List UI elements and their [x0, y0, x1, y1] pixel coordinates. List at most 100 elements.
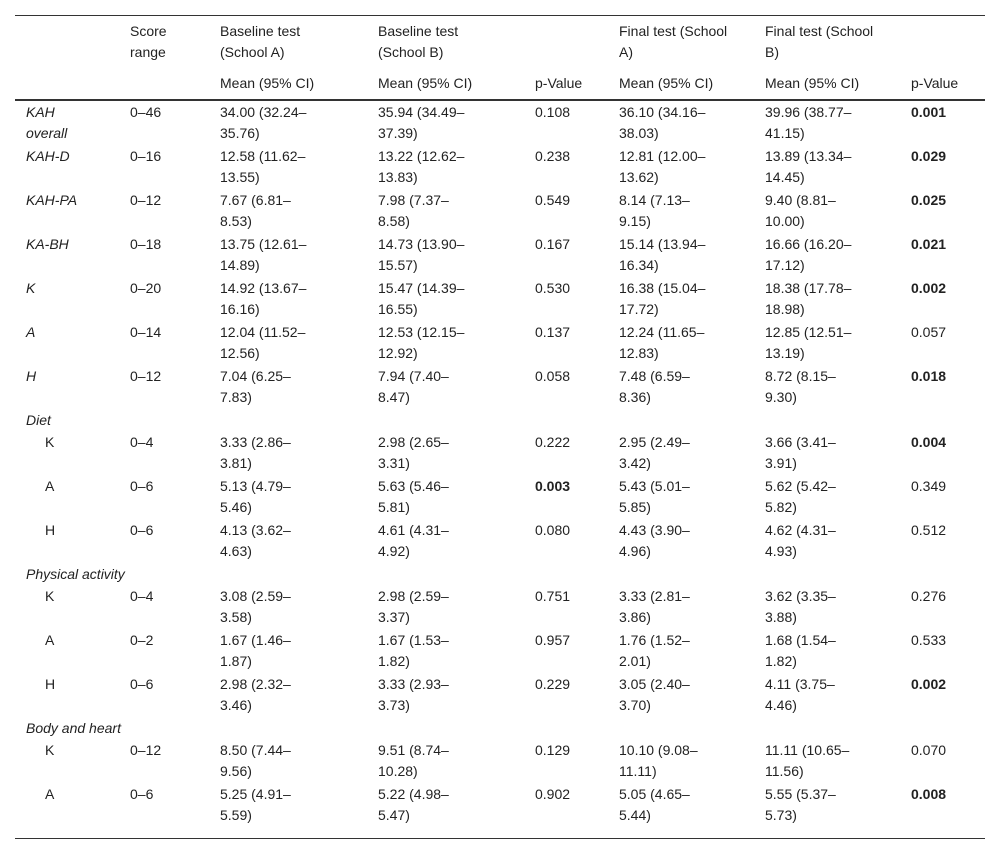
cell: 3.08 (2.59–3.58): [220, 588, 291, 625]
cell: 5.05 (4.65–5.44): [619, 786, 690, 823]
row-label: H: [45, 676, 56, 692]
row-label: K: [26, 280, 36, 296]
cell: 15.47 (14.39–16.55): [378, 280, 465, 317]
row-label: A: [45, 478, 55, 494]
p-value-significant: 0.018: [911, 368, 947, 384]
cell: 3.33 (2.93–3.73): [378, 676, 449, 713]
cell: 3.33 (2.81–3.86): [619, 588, 690, 625]
cell: 16.38 (15.04–17.72): [619, 280, 706, 317]
p-value-significant: 0.003: [535, 478, 571, 494]
cell: 14.92 (13.67–16.16): [220, 280, 307, 317]
score-range: 0–6: [130, 786, 154, 802]
cell: 4.11 (3.75–4.46): [765, 676, 835, 713]
cell: 8.50 (7.44–9.56): [220, 742, 291, 779]
cell: 2.98 (2.59–3.37): [378, 588, 449, 625]
row-label: K: [45, 434, 55, 450]
column-subheader: p-Value: [911, 75, 959, 91]
cell: 0.957: [535, 632, 571, 648]
p-value-significant: 0.008: [911, 786, 947, 802]
score-range: 0–12: [130, 192, 162, 208]
cell: 1.76 (1.52–2.01): [619, 632, 690, 669]
cell: 13.22 (12.62–13.83): [378, 148, 465, 185]
score-range: 0–6: [130, 522, 154, 538]
row-label: H: [45, 522, 56, 538]
cell: 0.751: [535, 588, 571, 604]
cell: 12.04 (11.52–12.56): [220, 324, 306, 361]
cell: 0.137: [535, 324, 571, 340]
score-range: 0–14: [130, 324, 162, 340]
cell: 16.66 (16.20–17.12): [765, 236, 852, 273]
score-range: 0–2: [130, 632, 154, 648]
section-title: Diet: [26, 412, 51, 428]
cell: 0.349: [911, 478, 947, 494]
cell: 2.95 (2.49–3.42): [619, 434, 690, 471]
cell: 3.05 (2.40–3.70): [619, 676, 690, 713]
cell: 0.238: [535, 148, 571, 164]
p-value-significant: 0.029: [911, 148, 947, 164]
cell: 18.38 (17.78–18.98): [765, 280, 852, 317]
column-header: Final test (School B): [765, 23, 874, 60]
cell: 0.276: [911, 588, 947, 604]
cell: 7.04 (6.25–7.83): [220, 368, 291, 405]
row-label: KAH overall: [26, 104, 68, 141]
row-label: K: [45, 588, 55, 604]
cell: 0.167: [535, 236, 571, 252]
column-subheader: Mean (95% CI): [378, 75, 473, 91]
cell: 13.89 (13.34–14.45): [765, 148, 852, 185]
cell: 0.080: [535, 522, 571, 538]
p-value-significant: 0.025: [911, 192, 947, 208]
cell: 1.67 (1.46–1.87): [220, 632, 291, 669]
score-range: 0–46: [130, 104, 162, 120]
cell: 8.14 (7.13–9.15): [619, 192, 690, 229]
cell: 0.902: [535, 786, 571, 802]
score-range: 0–18: [130, 236, 162, 252]
cell: 3.33 (2.86–3.81): [220, 434, 291, 471]
score-range: 0–20: [130, 280, 162, 296]
row-label: H: [26, 368, 37, 384]
score-range: 0–6: [130, 676, 154, 692]
cell: 0.070: [911, 742, 947, 758]
cell: 5.22 (4.98–5.47): [378, 786, 449, 823]
cell: 12.81 (12.00–13.62): [619, 148, 706, 185]
cell: 0.530: [535, 280, 571, 296]
column-header: Score range: [130, 23, 167, 60]
cell: 5.25 (4.91–5.59): [220, 786, 291, 823]
cell: 5.55 (5.37–5.73): [765, 786, 836, 823]
score-range: 0–16: [130, 148, 162, 164]
cell: 8.72 (8.15–9.30): [765, 368, 836, 405]
cell: 14.73 (13.90–15.57): [378, 236, 465, 273]
cell: 5.63 (5.46–5.81): [378, 478, 449, 515]
cell: 39.96 (38.77–41.15): [765, 104, 852, 141]
cell: 0.549: [535, 192, 571, 208]
cell: 1.67 (1.53–1.82): [378, 632, 449, 669]
cell: 9.40 (8.81–10.00): [765, 192, 836, 229]
cell: 34.00 (32.24–35.76): [220, 104, 307, 141]
cell: 4.43 (3.90–4.96): [619, 522, 690, 559]
cell: 12.53 (12.15–12.92): [378, 324, 465, 361]
p-value-significant: 0.002: [911, 676, 947, 692]
column-header: Baseline test (School A): [220, 23, 301, 60]
p-value-significant: 0.021: [911, 236, 947, 252]
cell: 36.10 (34.16–38.03): [619, 104, 706, 141]
cell: 0.533: [911, 632, 947, 648]
p-value-significant: 0.004: [911, 434, 947, 450]
score-range: 0–4: [130, 434, 154, 450]
cell: 1.68 (1.54–1.82): [765, 632, 836, 669]
row-label: KA-BH: [26, 236, 69, 252]
p-value-significant: 0.002: [911, 280, 947, 296]
cell: 0.057: [911, 324, 947, 340]
column-header: Final test (School A): [619, 23, 728, 60]
row-label: A: [45, 632, 55, 648]
p-value-significant: 0.001: [911, 104, 947, 120]
row-label: KAH-PA: [26, 192, 78, 208]
cell: 0.108: [535, 104, 571, 120]
cell: 11.11 (10.65–11.56): [765, 742, 850, 779]
cell: 12.85 (12.51–13.19): [765, 324, 852, 361]
cell: 15.14 (13.94–16.34): [619, 236, 706, 273]
cell: 0.129: [535, 742, 571, 758]
score-range: 0–12: [130, 368, 162, 384]
row-label: A: [26, 324, 36, 340]
cell: 5.62 (5.42–5.82): [765, 478, 836, 515]
row-label: KAH-D: [26, 148, 70, 164]
cell: 35.94 (34.49–37.39): [378, 104, 465, 141]
